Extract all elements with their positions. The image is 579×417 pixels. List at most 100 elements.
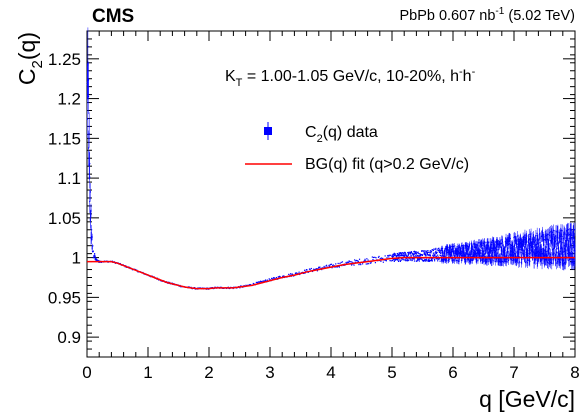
data-point (245, 284, 247, 286)
data-point (435, 252, 438, 254)
data-point (401, 252, 403, 254)
data-point (432, 252, 434, 254)
data-point (93, 255, 95, 258)
data-point (393, 252, 395, 254)
data-point (260, 281, 262, 283)
tick-labels: 0 1 2 3 4 5 6 7 8 0.9 0.95 1 1.05 1.1 1.15 1.2 1.25 (48, 50, 579, 382)
x-axis-title: q [GeV/c] (479, 386, 575, 412)
data-point (318, 267, 320, 269)
x-tick-label: 5 (387, 363, 396, 382)
data-point (310, 267, 312, 270)
data-point (413, 254, 415, 256)
data-point (325, 264, 328, 266)
data-point (361, 263, 364, 265)
data-point (338, 266, 340, 268)
data-point (353, 264, 355, 266)
legend-data-marker (264, 127, 272, 135)
data-point (264, 280, 266, 282)
data-point (397, 256, 400, 258)
data-point (261, 280, 263, 283)
data-point (296, 272, 298, 274)
data-point (329, 265, 331, 267)
y-axis-title-symbol: C (14, 68, 40, 85)
data-point (416, 258, 419, 260)
data-point (435, 252, 438, 255)
data-point (380, 260, 382, 262)
data-point (419, 258, 421, 260)
data-point (372, 256, 375, 259)
data-point (277, 276, 279, 278)
data-point (424, 253, 427, 255)
data-point (427, 259, 430, 261)
data-point (95, 258, 97, 260)
data-point (387, 255, 389, 257)
data-point (249, 284, 251, 286)
data-point (389, 260, 391, 262)
data-point (415, 260, 417, 262)
data-point (95, 259, 97, 261)
data-point (406, 255, 408, 257)
data-point (419, 255, 422, 257)
data-point (329, 264, 331, 266)
data-point (262, 280, 264, 282)
data-point (432, 255, 434, 257)
data-point (437, 254, 439, 256)
data-point (410, 251, 413, 253)
data-point (429, 251, 431, 253)
data-point (335, 263, 337, 265)
data-point (379, 257, 381, 260)
data-point (239, 285, 242, 287)
data-point (439, 251, 441, 253)
data-point (387, 254, 389, 257)
data-point (423, 250, 425, 252)
data-point (93, 254, 95, 257)
data-point (400, 252, 402, 254)
data-point (100, 261, 102, 263)
data-point (424, 259, 426, 261)
data-point (425, 254, 427, 256)
data-point (424, 258, 426, 260)
data-point (317, 268, 319, 270)
data-point (355, 259, 358, 262)
data-point (95, 257, 97, 259)
data-point (328, 264, 330, 267)
data-point (336, 266, 339, 268)
data-point (440, 252, 442, 254)
data-point (419, 254, 421, 256)
data-point (394, 254, 396, 256)
data-point (412, 257, 414, 260)
data-point (341, 261, 344, 263)
luminosity-energy-label: PbPb 0.607 nb-1 (5.02 TeV) (399, 6, 575, 24)
data-point (396, 254, 398, 256)
x-tick-label: 8 (570, 363, 579, 382)
data-point (92, 251, 94, 253)
data-point (392, 256, 394, 258)
charge-mid: h (463, 68, 472, 85)
data-point (378, 255, 380, 258)
data-point (397, 259, 399, 262)
data-point (414, 251, 416, 253)
data-point (294, 272, 297, 275)
data-point (413, 253, 416, 255)
data-point (426, 252, 428, 254)
data-point (416, 259, 419, 261)
data-point (413, 255, 415, 257)
data-point (428, 260, 430, 262)
data-point (424, 250, 426, 252)
data-point (258, 281, 260, 283)
data-point (239, 287, 241, 289)
data-point (256, 282, 258, 284)
data-point (392, 253, 394, 256)
data-point (94, 258, 96, 261)
data-point (291, 273, 293, 275)
data-point (426, 253, 428, 256)
data-point (435, 258, 438, 260)
energy-text: (5.02 TeV) (508, 8, 575, 24)
data-point (396, 255, 398, 258)
data-point (401, 254, 403, 256)
x-tick-label: 7 (509, 363, 518, 382)
data-point (413, 260, 416, 262)
data-point (431, 260, 433, 262)
data-point (424, 255, 427, 257)
data-point (92, 245, 94, 247)
